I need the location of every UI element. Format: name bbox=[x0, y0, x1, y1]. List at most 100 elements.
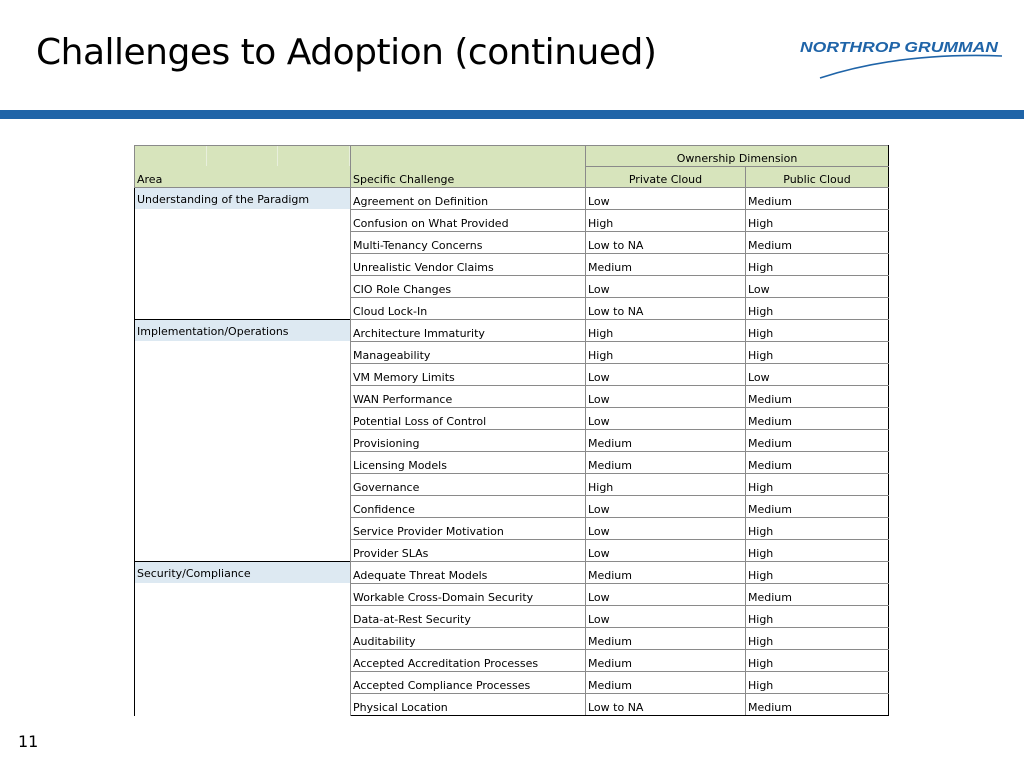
table-row: Cloud Lock-In Low to NA High bbox=[135, 297, 889, 320]
public-cloud-cell: Medium bbox=[745, 429, 889, 452]
private-cloud-cell: Medium bbox=[585, 451, 746, 474]
area-cell: Understanding of the Paradigm bbox=[134, 187, 351, 320]
private-cloud-cell: Low bbox=[585, 363, 746, 386]
private-cloud-cell: Low bbox=[585, 187, 746, 210]
private-cloud-cell: Low bbox=[585, 539, 746, 562]
public-cloud-cell: High bbox=[745, 627, 889, 650]
challenge-cell: Licensing Models bbox=[350, 451, 586, 474]
area-label: Security/Compliance bbox=[135, 562, 350, 583]
public-cloud-cell: High bbox=[745, 473, 889, 496]
public-cloud-cell: Medium bbox=[745, 231, 889, 254]
header-area-cell: Area bbox=[134, 145, 351, 188]
challenge-cell: Service Provider Motivation bbox=[350, 517, 586, 540]
table-row: Implementation/Operations Architecture Im… bbox=[134, 319, 889, 562]
challenge-cell: Adequate Threat Models bbox=[350, 561, 586, 584]
private-cloud-cell: Medium bbox=[585, 649, 746, 672]
table-row: Governance High High bbox=[135, 473, 889, 496]
private-cloud-cell: Low to NA bbox=[585, 693, 746, 716]
header-row-group: Area Specific Challenge Ownership Dimens… bbox=[134, 145, 889, 188]
private-cloud-cell: Low bbox=[585, 275, 746, 298]
challenge-cell: VM Memory Limits bbox=[350, 363, 586, 386]
public-cloud-cell: High bbox=[745, 539, 889, 562]
public-cloud-cell: High bbox=[745, 209, 889, 232]
challenge-cell: Manageability bbox=[350, 341, 586, 364]
table-row: VM Memory Limits Low Low bbox=[135, 363, 889, 386]
public-cloud-cell: Medium bbox=[745, 451, 889, 474]
challenge-cell: Cloud Lock-In bbox=[350, 297, 586, 320]
public-cloud-cell: High bbox=[745, 517, 889, 540]
private-cloud-cell: High bbox=[585, 341, 746, 364]
table-row: Potential Loss of Control Low Medium bbox=[135, 407, 889, 430]
table-row: WAN Performance Low Medium bbox=[135, 385, 889, 408]
public-cloud-cell: High bbox=[745, 561, 889, 584]
public-cloud-cell: Medium bbox=[745, 407, 889, 430]
header-private-cloud: Private Cloud bbox=[585, 166, 746, 188]
header-challenge-cell: Specific Challenge bbox=[350, 145, 586, 188]
header-challenge: Specific Challenge bbox=[353, 173, 455, 186]
private-cloud-cell: Medium bbox=[585, 253, 746, 276]
private-cloud-cell: Low bbox=[585, 605, 746, 628]
public-cloud-cell: Low bbox=[745, 275, 889, 298]
table-row: Accepted Accreditation Processes Medium Hi… bbox=[135, 649, 889, 672]
table-row: Unrealistic Vendor Claims Medium High bbox=[135, 253, 889, 276]
area-label: Implementation/Operations bbox=[135, 320, 350, 341]
table-row: Accepted Compliance Processes Medium High bbox=[135, 671, 889, 694]
private-cloud-cell: High bbox=[585, 319, 746, 342]
private-cloud-cell: Low to NA bbox=[585, 297, 746, 320]
challenge-cell: Confidence bbox=[350, 495, 586, 518]
page-number: 11 bbox=[18, 732, 39, 751]
challenge-cell: Physical Location bbox=[350, 693, 586, 716]
table-row: Confidence Low Medium bbox=[135, 495, 889, 518]
table-row: Understanding of the Paradigm Agreement o… bbox=[134, 187, 889, 320]
public-cloud-cell: High bbox=[745, 341, 889, 364]
public-cloud-cell: High bbox=[745, 297, 889, 320]
table-row: Provider SLAs Low High bbox=[135, 539, 889, 562]
challenge-cell: Multi-Tenancy Concerns bbox=[350, 231, 586, 254]
table-row: Provisioning Medium Medium bbox=[135, 429, 889, 452]
logo-text: NORTHROP GRUMMAN bbox=[800, 39, 999, 56]
challenge-cell: Provisioning bbox=[350, 429, 586, 452]
challenge-cell: Unrealistic Vendor Claims bbox=[350, 253, 586, 276]
challenge-cell: CIO Role Changes bbox=[350, 275, 586, 298]
public-cloud-cell: Medium bbox=[745, 495, 889, 518]
northrop-grumman-logo: NORTHROP GRUMMAN bbox=[800, 39, 1003, 79]
private-cloud-cell: Low bbox=[585, 495, 746, 518]
public-cloud-cell: High bbox=[745, 649, 889, 672]
public-cloud-cell: Medium bbox=[745, 583, 889, 606]
challenge-cell: Data-at-Rest Security bbox=[350, 605, 586, 628]
private-cloud-cell: Medium bbox=[585, 561, 746, 584]
private-cloud-cell: Medium bbox=[585, 671, 746, 694]
challenges-table-wrapper: Area Specific Challenge Ownership Dimens… bbox=[134, 145, 889, 716]
private-cloud-cell: High bbox=[585, 473, 746, 496]
challenge-cell: Potential Loss of Control bbox=[350, 407, 586, 430]
table-row: Multi-Tenancy Concerns Low to NA Medium bbox=[135, 231, 889, 254]
title-rule bbox=[0, 110, 1024, 119]
public-cloud-cell: Medium bbox=[745, 385, 889, 408]
challenge-cell: Accepted Compliance Processes bbox=[350, 671, 586, 694]
header-ownership-dimension: Ownership Dimension bbox=[585, 145, 889, 167]
challenge-cell: Accepted Accreditation Processes bbox=[350, 649, 586, 672]
private-cloud-cell: High bbox=[585, 209, 746, 232]
challenges-table: Area Specific Challenge Ownership Dimens… bbox=[134, 145, 889, 716]
challenge-cell: WAN Performance bbox=[350, 385, 586, 408]
challenge-cell: Workable Cross-Domain Security bbox=[350, 583, 586, 606]
public-cloud-cell: High bbox=[745, 605, 889, 628]
private-cloud-cell: Medium bbox=[585, 429, 746, 452]
table-row: Security/Compliance Adequate Threat Model… bbox=[134, 561, 889, 716]
public-cloud-cell: Low bbox=[745, 363, 889, 386]
private-cloud-cell: Low bbox=[585, 583, 746, 606]
public-cloud-cell: High bbox=[745, 253, 889, 276]
public-cloud-cell: Medium bbox=[745, 693, 889, 716]
slide-title: Challenges to Adoption (continued) bbox=[36, 32, 657, 73]
private-cloud-cell: Low bbox=[585, 517, 746, 540]
private-cloud-cell: Low bbox=[585, 407, 746, 430]
public-cloud-cell: High bbox=[745, 671, 889, 694]
public-cloud-cell: Medium bbox=[745, 187, 889, 210]
challenge-cell: Architecture Immaturity bbox=[350, 319, 586, 342]
public-cloud-cell: High bbox=[745, 319, 889, 342]
challenge-cell: Provider SLAs bbox=[350, 539, 586, 562]
header-public-cloud: Public Cloud bbox=[745, 166, 889, 188]
challenge-cell: Governance bbox=[350, 473, 586, 496]
area-cell: Implementation/Operations bbox=[134, 319, 351, 562]
area-cell: Security/Compliance bbox=[134, 561, 351, 716]
